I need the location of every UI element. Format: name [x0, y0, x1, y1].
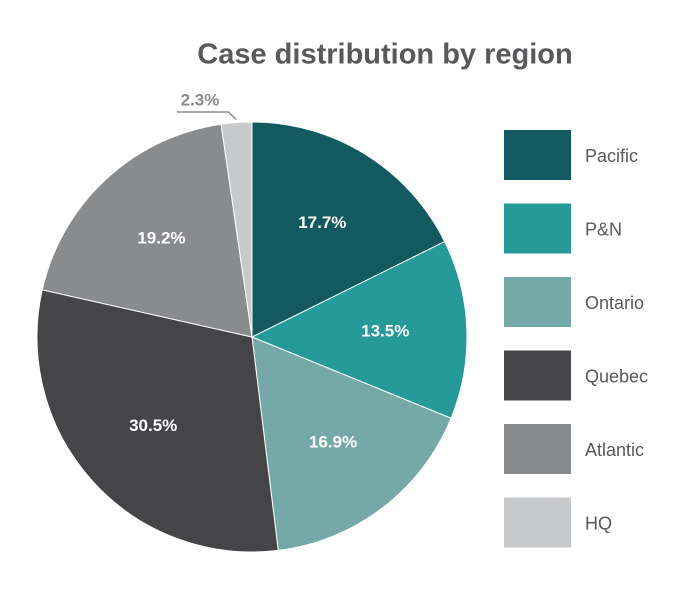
legend-swatch [504, 203, 571, 254]
legend-swatch [504, 130, 571, 180]
legend-swatch [504, 497, 571, 548]
leader-line [177, 111, 237, 121]
pie-slice [251, 121, 446, 338]
data-label: 19.2% [137, 229, 185, 248]
legend-label: Quebec [585, 366, 648, 386]
legend-label: Pacific [585, 146, 638, 166]
pie-slice [250, 240, 468, 419]
pie-slice [251, 336, 452, 551]
data-label: 16.9% [309, 432, 357, 451]
chart-title: Case distribution by region [197, 39, 572, 71]
legend-swatch [504, 424, 571, 474]
data-label: 17.7% [298, 213, 346, 232]
legend-label: Atlantic [585, 440, 644, 460]
pie-slice [220, 121, 253, 338]
legend-swatch [504, 350, 571, 401]
data-label: 30.5% [129, 416, 177, 435]
legend-label: P&N [585, 219, 622, 239]
pie-slice [36, 289, 279, 553]
data-label: 13.5% [361, 322, 409, 341]
legend-swatch [504, 277, 571, 327]
pie-slice [41, 123, 253, 338]
data-label: 2.3% [181, 90, 220, 109]
legend-label: Ontario [585, 293, 644, 313]
legend-label: HQ [585, 513, 612, 533]
